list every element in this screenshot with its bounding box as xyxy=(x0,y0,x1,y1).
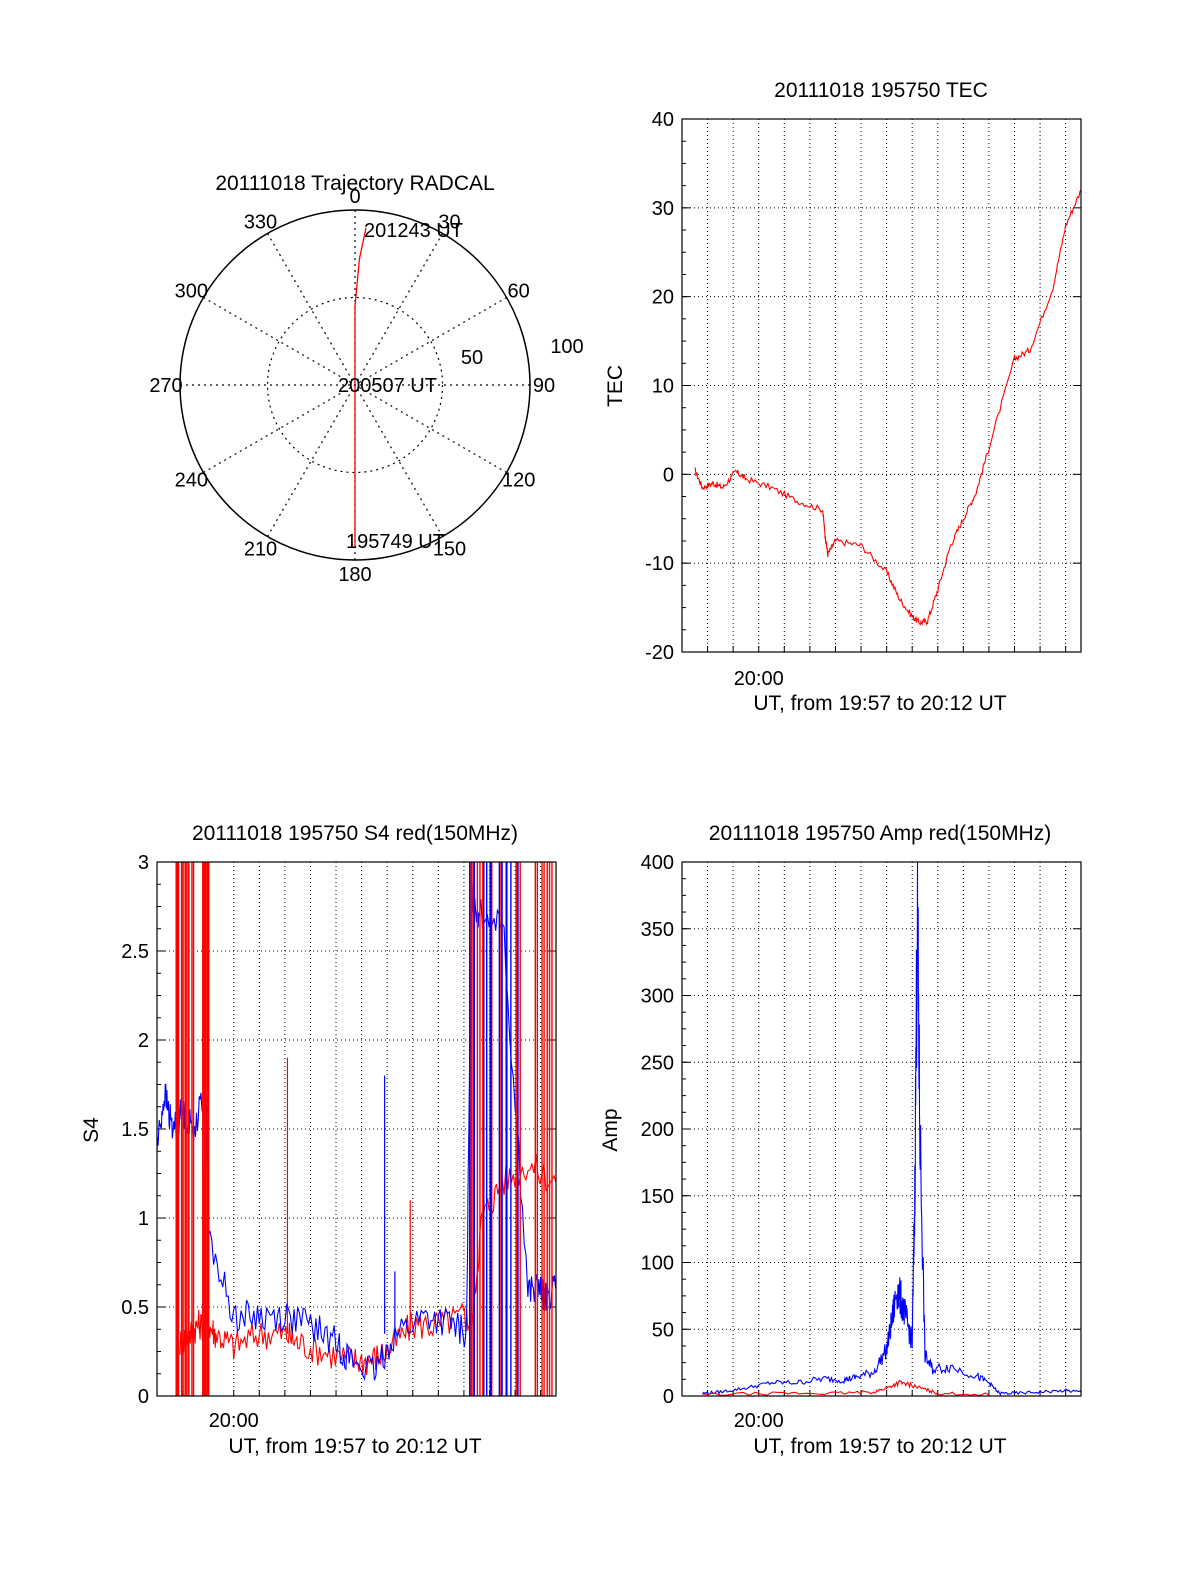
tec-x-tick-label: 20:00 xyxy=(734,668,784,690)
amp-grid xyxy=(682,861,1081,1397)
y-tick-label: 0 xyxy=(663,464,674,486)
y-tick-label: 0.5 xyxy=(121,1297,149,1319)
tec-frame xyxy=(681,118,1082,653)
s4-frame xyxy=(156,861,557,1397)
amp-x-axis-label: UT, from 19:57 to 20:12 UT xyxy=(753,1435,1006,1458)
tec-y-axis-label: TEC xyxy=(604,365,627,407)
y-tick-label: 2.5 xyxy=(121,941,149,963)
amp-y-axis-label: Amp xyxy=(599,1108,622,1151)
y-tick-label: 40 xyxy=(652,109,674,131)
polar-azimuth-label: 90 xyxy=(533,375,555,397)
polar-azimuth-label: 180 xyxy=(338,564,371,586)
y-tick-label: -10 xyxy=(645,553,674,575)
polar-radial-label-50: 50 xyxy=(461,347,483,369)
y-tick-label: 2 xyxy=(138,1030,149,1052)
polar-radial-label-100: 100 xyxy=(550,336,583,358)
y-tick-label: -20 xyxy=(645,642,674,664)
s4-series xyxy=(156,862,557,1396)
polar-azimuth-labels: 0 30 60 90 120 150 180 210 240 270 300 330 xyxy=(149,186,555,586)
y-tick-label: 1.5 xyxy=(121,1119,149,1141)
polar-azimuth-label: 150 xyxy=(433,539,466,561)
tec-title: 20111018 195750 TEC xyxy=(774,79,988,102)
s4-grid xyxy=(157,861,556,1397)
amp-frame xyxy=(681,861,1082,1397)
s4-y-tick-labels: 0 0.5 1 1.5 2 2.5 3 xyxy=(121,852,149,1408)
tec-y-tick-labels: -20 -10 0 10 20 30 40 xyxy=(645,109,674,664)
series-line-1 xyxy=(702,1379,990,1397)
series-line-0 xyxy=(694,189,1082,627)
polar-azimuth-label: 120 xyxy=(502,470,535,492)
polar-azimuth-label: 210 xyxy=(244,539,277,561)
y-tick-label: 0 xyxy=(663,1386,674,1408)
series-line-1 xyxy=(156,884,557,1382)
y-tick-label: 250 xyxy=(641,1052,674,1074)
y-tick-label: 100 xyxy=(641,1253,674,1275)
series-line-0 xyxy=(702,861,1082,1396)
y-tick-label: 20 xyxy=(652,287,674,309)
polar-azimuth-label: 30 xyxy=(438,211,460,233)
trajectory-polar-plot: 20111018 Trajectory RADCAL 0 30 60 90 120 150… xyxy=(149,172,583,586)
y-tick-label: 1 xyxy=(138,1208,149,1230)
s4-x-axis-label: UT, from 19:57 to 20:12 UT xyxy=(228,1435,481,1458)
polar-azimuth-label: 0 xyxy=(349,186,360,208)
amp-series xyxy=(702,861,1082,1397)
polar-azimuth-label: 240 xyxy=(175,470,208,492)
tec-grid xyxy=(682,118,1081,653)
y-tick-label: 400 xyxy=(641,852,674,874)
y-tick-label: 350 xyxy=(641,919,674,941)
amp-x-tick-label: 20:00 xyxy=(734,1410,784,1432)
tec-panel: 20111018 195750 TEC -20 -10 0 10 20 30 40 20:0… xyxy=(604,79,1082,715)
polar-annotation-start: 195749 UT xyxy=(346,531,445,553)
s4-title: 20111018 195750 S4 red(150MHz) xyxy=(192,822,518,845)
s4-panel: 20111018 195750 S4 red(150MHz) 0 0.5 1 1.5 2… xyxy=(80,822,557,1458)
y-tick-label: 50 xyxy=(652,1319,674,1341)
y-tick-label: 150 xyxy=(641,1186,674,1208)
polar-azimuth-label: 300 xyxy=(175,281,208,303)
tec-x-axis-label: UT, from 19:57 to 20:12 UT xyxy=(753,692,1006,715)
s4-x-tick-label: 20:00 xyxy=(209,1410,259,1432)
tec-series xyxy=(694,189,1082,627)
polar-inner-circle xyxy=(266,296,444,474)
amp-panel: 20111018 195750 Amp red(150MHz) 0 50 100 15… xyxy=(599,822,1082,1458)
polar-annotation-end: 201243 UT xyxy=(364,220,463,242)
polar-trajectory-line xyxy=(354,227,367,548)
amp-y-tick-labels: 0 50 100 150 200 250 300 350 400 xyxy=(641,852,674,1408)
y-tick-label: 300 xyxy=(641,986,674,1008)
y-tick-label: 10 xyxy=(652,376,674,398)
y-tick-label: 30 xyxy=(652,198,674,220)
polar-azimuth-label: 270 xyxy=(149,375,182,397)
polar-azimuth-label: 330 xyxy=(244,211,277,233)
s4-y-axis-label: S4 xyxy=(80,1117,103,1143)
polar-title: 20111018 Trajectory RADCAL xyxy=(215,172,494,195)
y-tick-label: 0 xyxy=(138,1386,149,1408)
y-tick-label: 3 xyxy=(138,852,149,874)
polar-azimuth-label: 60 xyxy=(508,281,530,303)
amp-title: 20111018 195750 Amp red(150MHz) xyxy=(709,822,1051,845)
y-tick-label: 200 xyxy=(641,1119,674,1141)
polar-annotation-mid: 200507 UT xyxy=(338,375,437,397)
